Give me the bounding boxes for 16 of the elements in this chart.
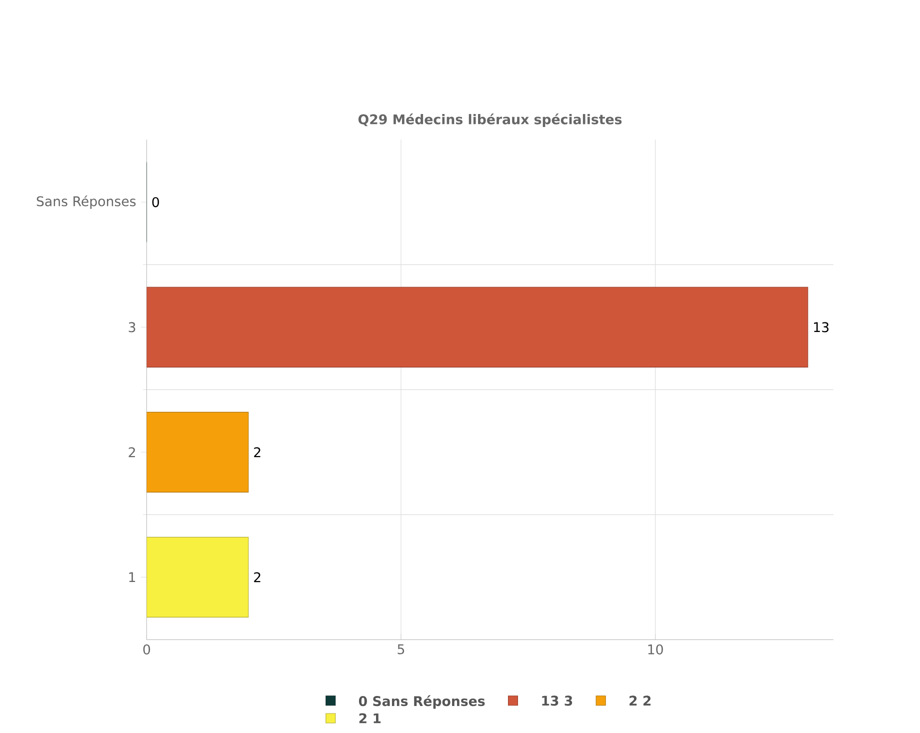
chart-title: Q29 Médecins libéraux spécialistes [358,114,622,127]
legend-label: 0 Sans Réponses [358,695,485,709]
data-label: 2 [254,572,260,582]
x-tick-label: 5 [398,644,404,654]
data-label: 0 [152,197,159,208]
x-tick-label: 10 [648,644,663,654]
y-tick-label: 2 [128,447,135,458]
data-label: 2 [254,447,260,458]
y-tick-label: Sans Réponses [36,195,136,209]
y-tick-label: 1 [129,572,136,582]
x-tick-label: 0 [143,644,150,654]
y-tick-label: 3 [128,322,136,332]
legend-label: 2 2 [630,696,651,706]
legend-label: 13 3 [542,696,572,706]
data-label: 13 [814,322,829,332]
legend-label: 2 1 [359,713,381,724]
